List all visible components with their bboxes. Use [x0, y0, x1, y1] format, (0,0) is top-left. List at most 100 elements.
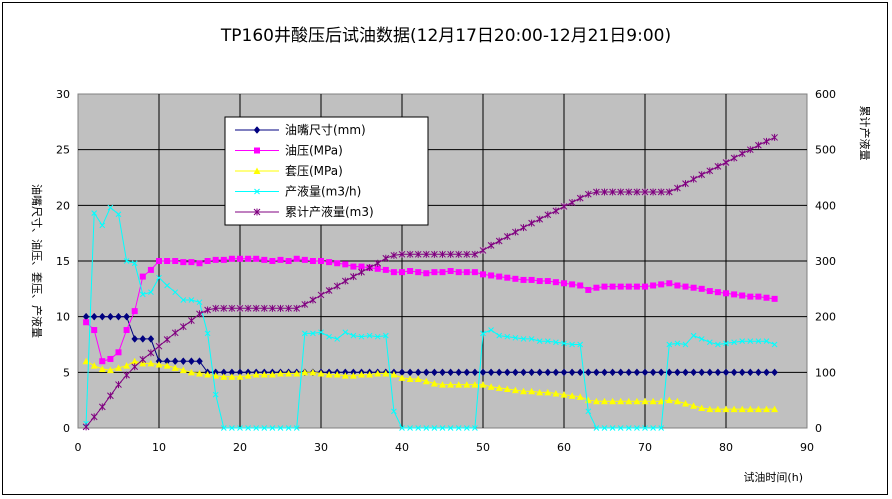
- data-point: [738, 150, 746, 158]
- data-point: [617, 425, 624, 431]
- data-point: [625, 188, 633, 196]
- data-point: [309, 368, 317, 376]
- data-point: [406, 375, 414, 383]
- data-point: [512, 228, 519, 236]
- legend-item: 油压(MPa): [235, 144, 343, 158]
- data-point: [115, 364, 122, 371]
- data-point: [520, 387, 527, 395]
- data-point: [528, 219, 535, 227]
- data-point: [107, 204, 114, 211]
- data-point: [771, 341, 778, 348]
- data-point: [520, 224, 527, 232]
- data-point: [83, 319, 90, 326]
- data-point: [99, 358, 106, 365]
- data-point: [666, 280, 673, 287]
- data-point: [212, 372, 220, 379]
- data-point: [350, 332, 357, 339]
- data-point: [107, 392, 114, 400]
- data-point: [131, 335, 139, 343]
- data-point: [763, 338, 770, 345]
- data-point: [690, 332, 697, 339]
- data-point: [253, 255, 260, 262]
- data-point: [90, 312, 98, 321]
- series-2: [83, 255, 778, 365]
- data-point: [123, 327, 130, 334]
- data-point: [714, 405, 722, 413]
- data-point: [617, 368, 625, 377]
- data-point: [495, 384, 503, 391]
- data-point: [488, 327, 494, 333]
- data-point: [625, 283, 632, 290]
- data-point: [254, 188, 260, 195]
- x-tick-label: 30: [314, 441, 328, 454]
- y2-tick-label: 200: [815, 311, 836, 324]
- data-point: [301, 368, 309, 376]
- data-point: [528, 336, 535, 342]
- y2-tick-label: 100: [815, 366, 836, 379]
- data-point: [245, 425, 251, 431]
- data-point: [633, 188, 641, 196]
- data-point: [179, 357, 187, 366]
- data-point: [139, 291, 146, 298]
- y-axis-ticks: 0 5 10 15 20 25 30: [56, 88, 70, 435]
- data-point: [512, 275, 519, 282]
- data-point: [148, 289, 154, 296]
- x-tick-label: 70: [638, 441, 652, 454]
- data-point: [415, 425, 422, 431]
- data-point: [609, 368, 616, 377]
- data-point: [358, 371, 365, 378]
- data-point: [358, 268, 365, 276]
- data-point: [609, 188, 616, 196]
- data-point: [139, 356, 147, 364]
- data-point: [285, 425, 292, 431]
- data-point: [763, 137, 770, 145]
- data-point: [609, 283, 616, 290]
- data-point: [414, 375, 422, 383]
- data-point: [204, 371, 212, 378]
- data-point: [212, 256, 219, 263]
- data-point: [593, 284, 600, 291]
- data-point: [204, 258, 211, 264]
- data-point: [714, 368, 722, 377]
- data-point: [236, 304, 244, 312]
- data-point: [252, 304, 260, 312]
- data-point: [471, 381, 479, 388]
- data-point: [503, 233, 511, 241]
- data-point: [504, 274, 511, 281]
- data-point: [544, 338, 551, 345]
- data-point: [609, 397, 617, 405]
- data-point: [293, 255, 300, 262]
- data-point: [341, 372, 349, 379]
- data-point: [123, 258, 130, 264]
- data-point: [690, 368, 697, 377]
- x-tick-label: 40: [395, 441, 409, 454]
- y-tick-label: 0: [63, 422, 70, 435]
- data-point: [666, 341, 673, 348]
- data-point: [730, 368, 738, 377]
- data-point: [325, 287, 333, 295]
- data-point: [552, 389, 560, 397]
- data-point: [310, 330, 316, 337]
- data-point: [495, 368, 503, 377]
- legend-label: 油压(MPa): [285, 144, 343, 158]
- data-point: [139, 335, 147, 343]
- data-point: [731, 339, 737, 346]
- data-point: [544, 388, 552, 396]
- data-point: [326, 259, 333, 266]
- data-point: [755, 293, 762, 300]
- data-point: [479, 246, 487, 254]
- data-point: [617, 283, 624, 290]
- data-point: [237, 425, 243, 431]
- y-tick-label: 5: [63, 366, 70, 379]
- y2-tick-label: 400: [815, 199, 836, 212]
- data-point: [658, 281, 665, 288]
- data-point: [746, 405, 754, 413]
- data-point: [755, 368, 762, 377]
- data-point: [738, 368, 746, 377]
- data-point: [423, 425, 430, 431]
- data-point: [560, 391, 568, 398]
- data-point: [431, 269, 438, 276]
- data-point: [164, 258, 171, 264]
- data-point: [188, 259, 195, 266]
- data-point: [374, 259, 382, 267]
